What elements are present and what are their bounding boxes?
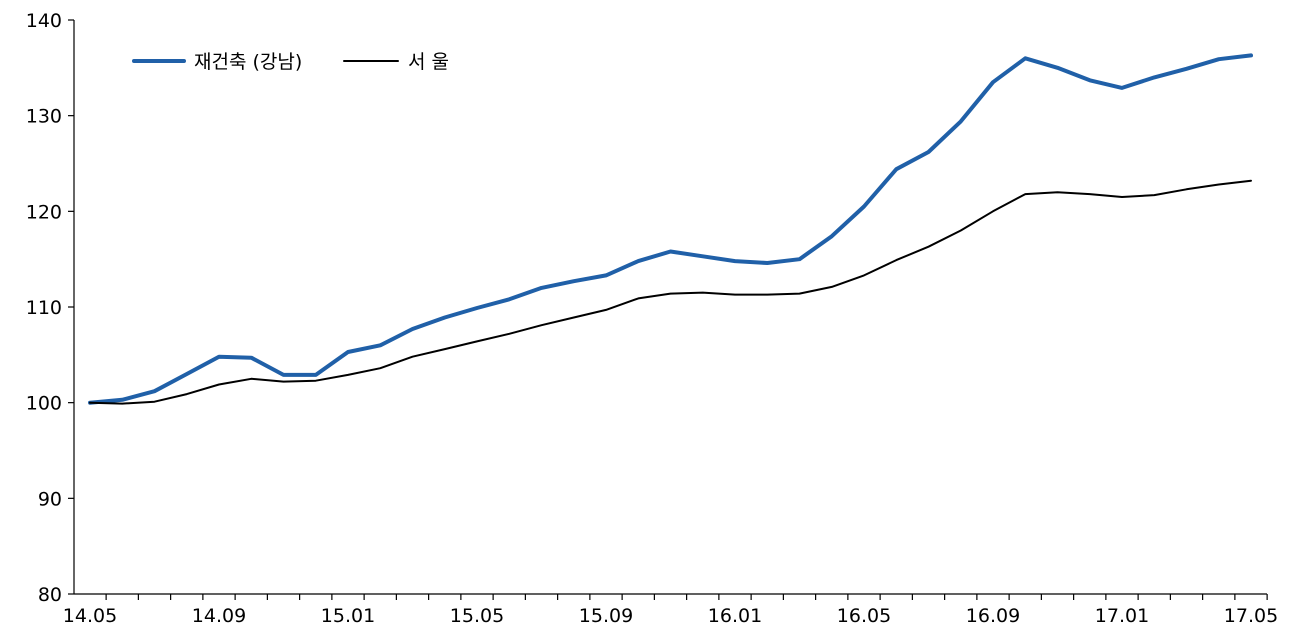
x-tick-label: 15.09 bbox=[579, 605, 633, 627]
x-tick-label: 17.01 bbox=[1095, 605, 1149, 627]
x-tick-label: 17.05 bbox=[1224, 605, 1278, 627]
x-tick-label: 16.09 bbox=[966, 605, 1020, 627]
y-tick-label: 140 bbox=[26, 10, 62, 32]
legend-label-1: 서 울 bbox=[408, 51, 449, 73]
x-tick-label: 14.05 bbox=[63, 605, 117, 627]
series-lines bbox=[88, 53, 1253, 405]
series-line-1 bbox=[89, 179, 1252, 405]
x-tick-label: 16.01 bbox=[708, 605, 762, 627]
x-tick-label: 15.01 bbox=[321, 605, 375, 627]
legend-label-0: 재건축 (강남) bbox=[194, 51, 302, 73]
x-tick-label: 16.05 bbox=[837, 605, 891, 627]
x-tick-label: 15.05 bbox=[450, 605, 504, 627]
y-tick-label: 110 bbox=[26, 297, 62, 319]
y-tick-label: 100 bbox=[26, 393, 62, 415]
x-tick-label: 14.09 bbox=[192, 605, 246, 627]
x-ticks: 14.05 14.09 15.01 15.05 15.09 16.01 16.05 16.09… bbox=[63, 594, 1278, 627]
y-tick-label: 130 bbox=[26, 106, 62, 128]
y-tick-label: 90 bbox=[38, 488, 62, 510]
y-ticks: 80 90 100 110 120 130 140 bbox=[26, 10, 74, 606]
series-line-0 bbox=[88, 53, 1253, 405]
legend: 재건축 (강남) 서 울 bbox=[132, 51, 449, 73]
y-tick-label: 80 bbox=[38, 584, 62, 606]
y-tick-label: 120 bbox=[26, 201, 62, 223]
axes bbox=[73, 20, 1267, 595]
